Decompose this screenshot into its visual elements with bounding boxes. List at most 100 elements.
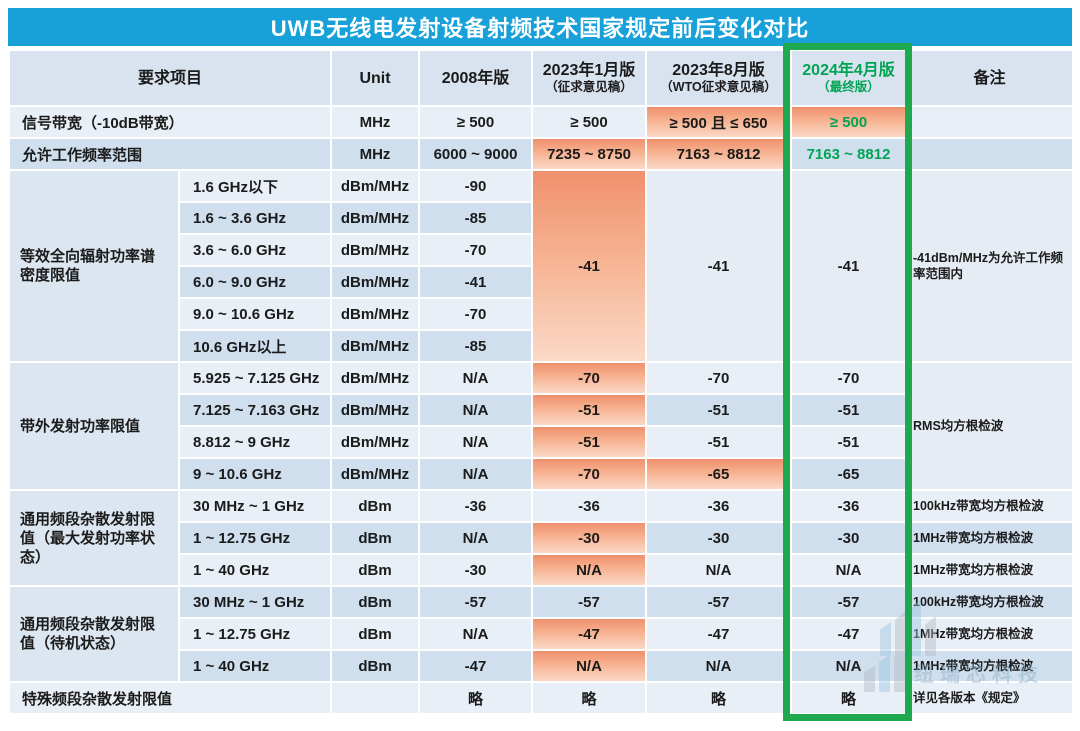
cell-2301-merged-changed: -41 [531,169,648,363]
cell-unit: dBm [330,649,421,683]
page-title: UWB无线电发射设备射频技术国家规定前后变化对比 [8,8,1072,46]
cell-2301-changed: -30 [531,521,648,555]
cell-unit: dBm/MHz [330,393,421,427]
cell-subrange: 9 ~ 10.6 GHz [177,457,333,491]
cell-2308: N/A [645,649,793,683]
cell-2008: -85 [418,329,534,363]
table-row: 8.812 ~ 9 GHz dBm/MHz N/A -51 -51 -51 [9,425,1073,459]
cell-category-eirp: 等效全向辐射功率谱密度限值 [8,169,180,363]
cell-2008: -70 [418,233,534,267]
table-row: 1 ~ 40 GHz dBm -30 N/A N/A N/A 1MHz带宽均方根… [9,553,1075,587]
cell-2308: 略 [645,681,793,715]
table-row: 10.6 GHz以上 dBm/MHz -85 [9,329,1073,363]
table-row: 等效全向辐射功率谱密度限值 1.6 GHz以下 dBm/MHz -90 -41 … [8,169,1075,363]
cell-subrange: 8.812 ~ 9 GHz [177,425,333,459]
cell-unit: dBm/MHz [330,297,421,331]
cell-subrange: 30 MHz ~ 1 GHz [177,585,333,619]
cell-unit: MHz [330,137,421,171]
table-row: 1.6 ~ 3.6 GHz dBm/MHz -85 [9,201,1073,235]
cell-2008: -41 [418,265,534,299]
table-row: 信号带宽（-10dB带宽） MHz ≥ 500 ≥ 500 ≥ 500 且 ≤ … [7,105,1075,139]
cell-remark: 1MHz带宽均方根检波 [905,553,1075,587]
cell-2404-merged: -41 [790,169,908,363]
table-row: 9 ~ 10.6 GHz dBm/MHz N/A -70 -65 -65 [9,457,1073,491]
cell-subrange: 1 ~ 12.75 GHz [177,521,333,555]
cell-unit: dBm [330,489,421,523]
cell-subrange: 5.925 ~ 7.125 GHz [177,361,333,395]
cell-2301-changed: N/A [531,553,648,587]
cell-subrange: 1.6 GHz以下 [177,169,333,203]
cell-unit: dBm/MHz [330,233,421,267]
table-row: 1 ~ 12.75 GHz dBm N/A -47 -47 -47 1MHz带宽… [9,617,1075,651]
cell-2301-changed: -70 [531,457,648,491]
cell-2301: 略 [531,681,648,715]
cell-item: 特殊频段杂散发射限值 [7,681,333,715]
table-row: 7.125 ~ 7.163 GHz dBm/MHz N/A -51 -51 -5… [9,393,1073,427]
cell-2301: ≥ 500 [531,105,648,139]
cell-subrange: 30 MHz ~ 1 GHz [177,489,333,523]
cell-2008: N/A [418,617,534,651]
header-unit: Unit [330,49,421,107]
cell-2301-changed: -47 [531,617,648,651]
cell-2008: ≥ 500 [418,105,534,139]
cell-2404: -47 [790,617,908,651]
cell-2404-changed: 7163 ~ 8812 [790,137,908,171]
cell-2404: -51 [790,393,908,427]
cell-2404: 略 [790,681,908,715]
cell-2301-changed: -51 [531,425,648,459]
cell-subrange: 10.6 GHz以上 [177,329,333,363]
cell-2008: -70 [418,297,534,331]
cell-2308: -30 [645,521,793,555]
cell-remark: 1MHz带宽均方根检波 [905,521,1075,555]
cell-2308: -51 [645,425,793,459]
cell-2008: 6000 ~ 9000 [418,137,534,171]
cell-2404: N/A [790,649,908,683]
cell-subrange: 3.6 ~ 6.0 GHz [177,233,333,267]
table-row: 通用频段杂散发射限值（待机状态） 30 MHz ~ 1 GHz dBm -57 … [8,585,1075,683]
cell-2404: -57 [790,585,908,619]
cell-2404: -65 [790,457,908,491]
cell-2308: -47 [645,617,793,651]
table-row: 通用频段杂散发射限值（最大发射功率状态） 30 MHz ~ 1 GHz dBm … [8,489,1075,587]
cell-unit: MHz [330,105,421,139]
cell-2008: N/A [418,457,534,491]
cell-2008: -47 [418,649,534,683]
table-row: 1 ~ 12.75 GHz dBm N/A -30 -30 -30 1MHz带宽… [9,521,1075,555]
cell-2008: N/A [418,361,534,395]
cell-remark: 1MHz带宽均方根检波 [905,649,1075,683]
cell-2008: -90 [418,169,534,203]
cell-2008: -85 [418,201,534,235]
header-2008: 2008年版 [418,49,534,107]
cell-unit: dBm [330,553,421,587]
header-2023-aug: 2023年8月版 （WTO征求意见稿） [645,49,793,107]
cell-subrange: 1 ~ 40 GHz [177,553,333,587]
cell-unit [330,681,421,715]
cell-2308-changed: ≥ 500 且 ≤ 650 [645,105,793,139]
cell-2308-merged: -41 [645,169,793,363]
cell-2008: N/A [418,521,534,555]
cell-unit: dBm/MHz [330,201,421,235]
cell-2301-changed: N/A [531,649,648,683]
table-row: 3.6 ~ 6.0 GHz dBm/MHz -70 [9,233,1073,267]
cell-2404: -70 [790,361,908,395]
cell-2404: N/A [790,553,908,587]
cell-2008: N/A [418,425,534,459]
cell-unit: dBm/MHz [330,265,421,299]
table-row: 特殊频段杂散发射限值 略 略 略 略 详见各版本《规定》 [7,681,1075,715]
cell-2404: -30 [790,521,908,555]
cell-remark [905,105,1075,139]
cell-2008: -30 [418,553,534,587]
cell-unit: dBm [330,617,421,651]
cell-remark: 1MHz带宽均方根检波 [905,617,1075,651]
cell-remark-merged: -41dBm/MHz为允许工作频率范围内 [905,169,1075,363]
cell-subrange: 7.125 ~ 7.163 GHz [177,393,333,427]
cell-item: 信号带宽（-10dB带宽） [7,105,333,139]
cell-unit: dBm/MHz [330,329,421,363]
table-row: 6.0 ~ 9.0 GHz dBm/MHz -41 [9,265,1073,299]
header-requirement: 要求项目 [7,49,333,107]
table-row: 带外发射功率限值 5.925 ~ 7.125 GHz dBm/MHz N/A -… [8,361,1075,491]
cell-2404: -36 [790,489,908,523]
cell-subrange: 1.6 ~ 3.6 GHz [177,201,333,235]
cell-2308-changed: 7163 ~ 8812 [645,137,793,171]
header-2024-apr-final: 2024年4月版 （最终版） [790,49,908,107]
